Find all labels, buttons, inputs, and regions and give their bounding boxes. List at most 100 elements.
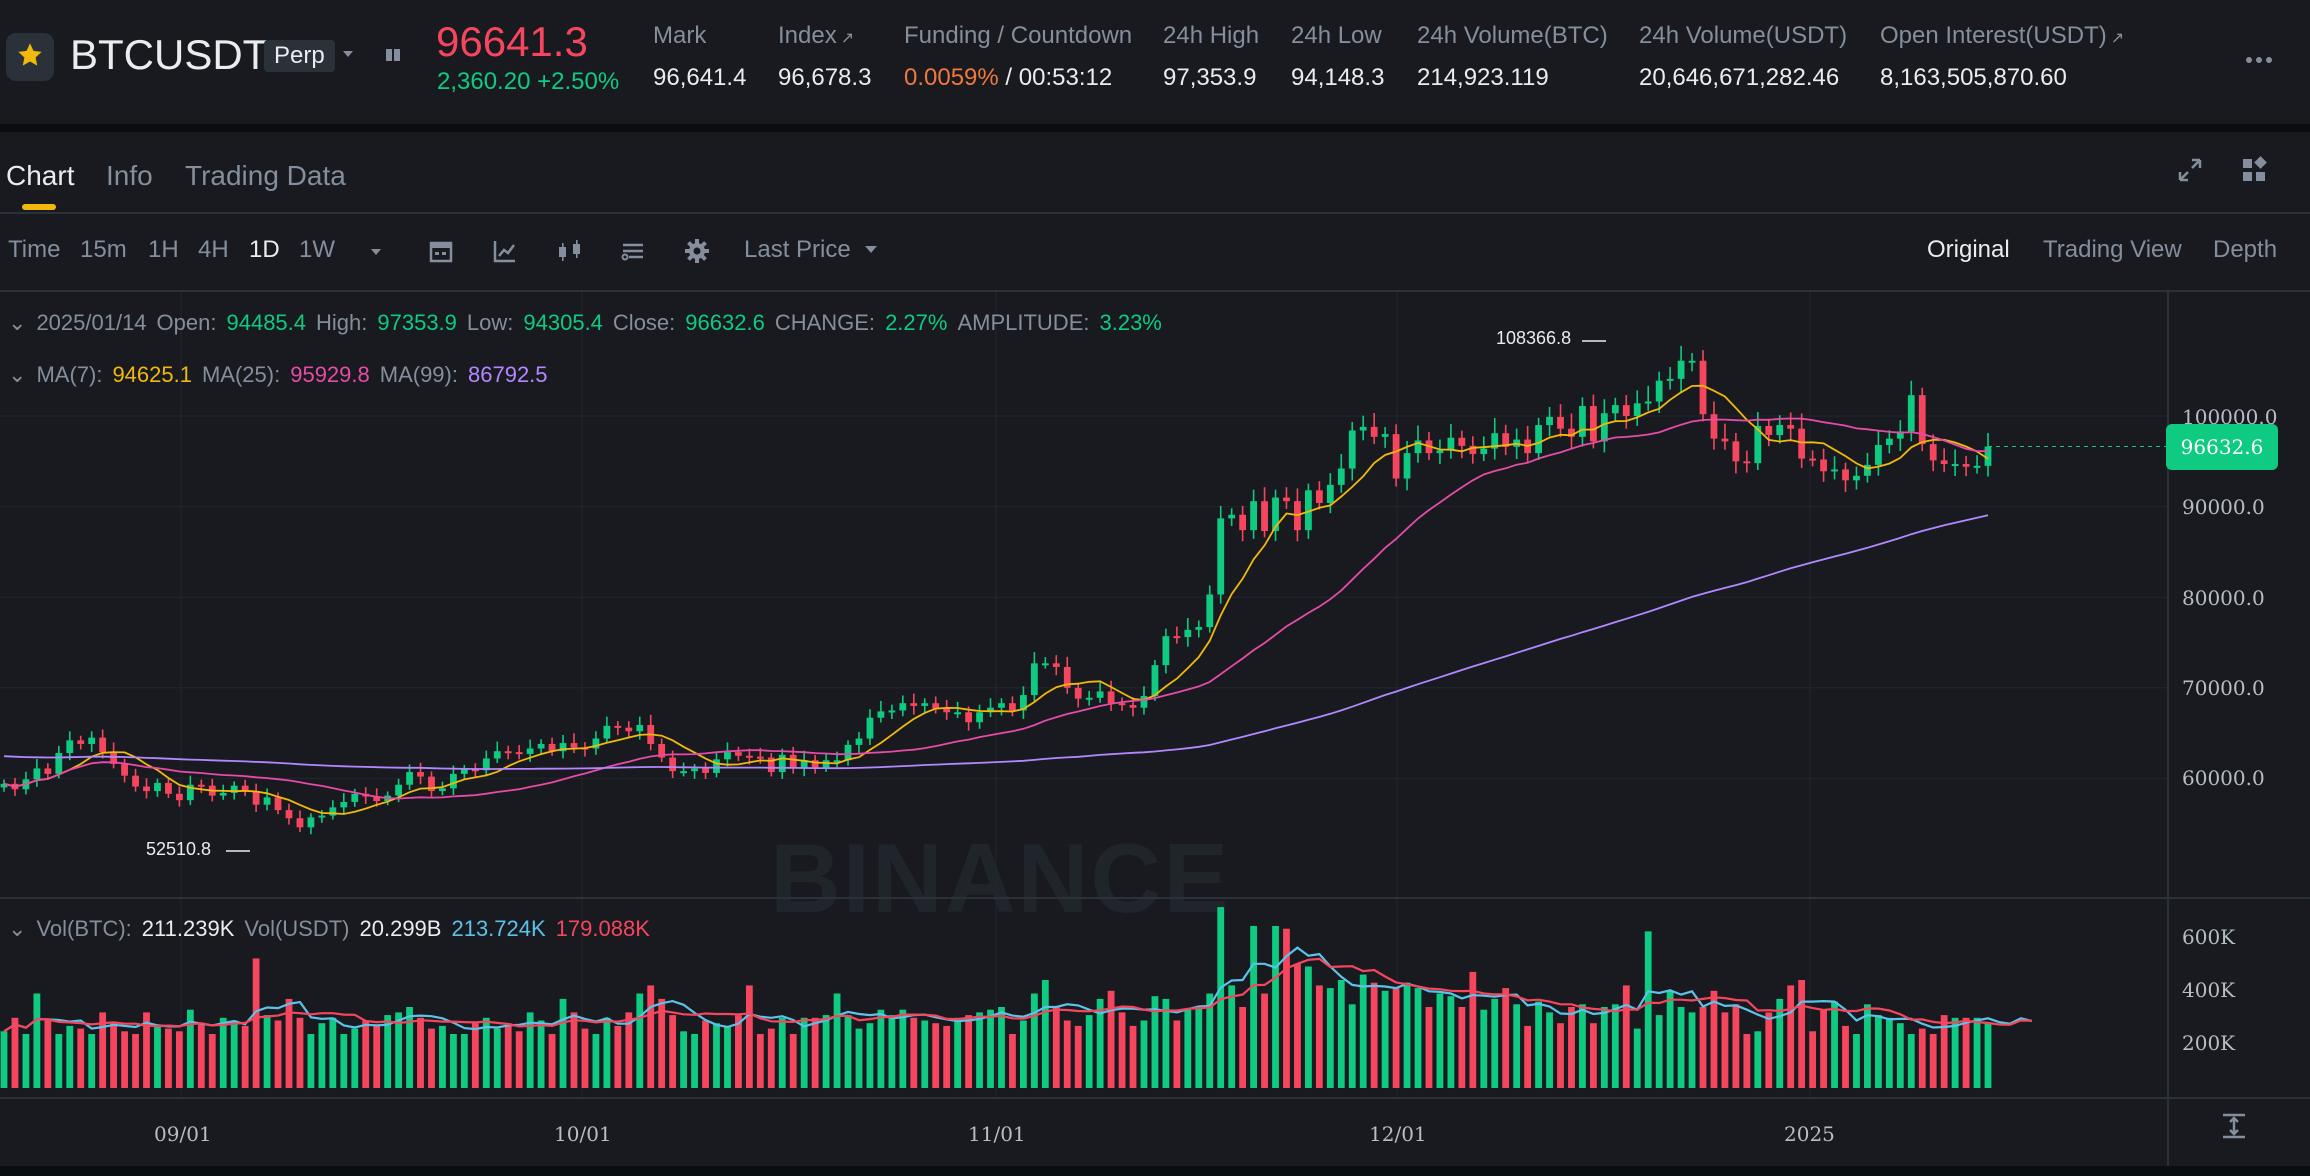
volume-bar: [987, 1009, 994, 1088]
candle-body: [1984, 446, 1992, 466]
stat-24h-volume-btc: 24h Volume(BTC) 214,923.119: [1417, 22, 1608, 92]
volume-bar: [1864, 1004, 1871, 1088]
candle-body: [1973, 465, 1981, 468]
fullscreen-icon[interactable]: [2176, 156, 2204, 189]
stat-label: 24h High: [1163, 22, 1260, 49]
chart-area[interactable]: BINANCE ⌄ 2025/01/14 Open: 94485.4 High: 9735…: [0, 292, 2310, 1172]
candle-body: [1557, 416, 1564, 429]
candle-body: [811, 760, 819, 768]
volume-bar: [11, 1017, 19, 1088]
ma7-line: [3, 384, 1989, 815]
volume-bar: [1359, 974, 1367, 1088]
candle-body: [1348, 430, 1356, 469]
candle-body: [1820, 459, 1827, 472]
fit-chart-icon[interactable]: [2220, 1112, 2248, 1145]
time-axis-label: 10/01: [554, 1122, 612, 1146]
candle-body: [1414, 440, 1422, 454]
candle-body: [219, 792, 227, 796]
candle-body: [1699, 360, 1707, 415]
volume-bar: [1951, 1017, 1959, 1088]
candle-body: [1677, 360, 1685, 379]
stat-funding[interactable]: Funding / Countdown 0.0059% / 00:53:12: [904, 22, 1132, 92]
candle-body: [943, 708, 951, 713]
volume-bar: [373, 1025, 381, 1088]
volume-bar: [1326, 988, 1334, 1088]
volume-bar: [143, 1012, 150, 1088]
indicators-icon[interactable]: [492, 238, 518, 269]
volume-bar: [1107, 990, 1115, 1088]
chart-settings-toggle-icon[interactable]: [620, 238, 646, 269]
volume-bar: [1579, 1004, 1586, 1088]
symbol-dropdown-caret-icon[interactable]: [340, 46, 356, 67]
collapse-icon[interactable]: ⌄: [8, 916, 27, 941]
volume-bar: [1315, 985, 1323, 1088]
more-options-icon[interactable]: [2244, 52, 2274, 70]
symbol-name[interactable]: BTCUSDT: [70, 31, 269, 78]
price-chart[interactable]: [0, 292, 2310, 1172]
interval-more-caret-icon[interactable]: [368, 244, 384, 265]
candle-body: [1151, 665, 1159, 696]
volume-bar: [614, 1025, 622, 1088]
gear-icon[interactable]: [684, 238, 710, 269]
tab-info[interactable]: Info: [106, 160, 153, 191]
candle-body: [800, 760, 808, 769]
interval-15m[interactable]: 15m: [80, 236, 127, 263]
candle-body: [154, 782, 161, 792]
stat-open-interest[interactable]: Open Interest(USDT) ↗ 8,163,505,870.60: [1880, 22, 2124, 92]
volume-bar: [121, 1031, 128, 1088]
candle-body: [789, 754, 797, 769]
candle-style-icon[interactable]: [556, 238, 584, 269]
candle-body: [318, 815, 326, 818]
interval-4h[interactable]: 4H: [198, 236, 229, 263]
layout-grid-icon[interactable]: [2240, 156, 2268, 189]
collapse-icon[interactable]: ⌄: [8, 362, 27, 387]
volume-bar: [1546, 1012, 1553, 1088]
volume-bar: [1765, 1012, 1773, 1088]
interval-time[interactable]: Time: [8, 236, 61, 263]
volume-bar: [318, 1023, 326, 1088]
volume-bar: [1173, 1020, 1181, 1088]
volume-bar: [691, 1034, 698, 1088]
volume-bar: [625, 1012, 633, 1088]
candle-body: [121, 763, 128, 776]
candle-body: [1195, 627, 1203, 630]
candle-body: [1206, 594, 1214, 628]
interval-1w[interactable]: 1W: [299, 236, 335, 263]
volume-bar: [1732, 1004, 1740, 1088]
stat-mark[interactable]: Mark 96,641.4: [653, 22, 746, 92]
view-original[interactable]: Original: [1927, 236, 2010, 263]
volume-bar: [1118, 1012, 1126, 1088]
volume-bar: [1710, 990, 1718, 1088]
favorite-button[interactable]: [6, 33, 54, 81]
tab-trading-data[interactable]: Trading Data: [185, 160, 346, 191]
view-trading-view[interactable]: Trading View: [2043, 236, 2182, 263]
candle-body: [1962, 464, 1970, 467]
tab-chart[interactable]: Chart: [6, 160, 75, 191]
candle-body: [1315, 490, 1323, 503]
interval-1h[interactable]: 1H: [148, 236, 179, 263]
volume-bar: [1436, 993, 1444, 1088]
interval-1d[interactable]: 1D: [249, 236, 280, 263]
candle-body: [680, 771, 688, 774]
volume-bar: [1009, 1034, 1016, 1088]
calendar-icon[interactable]: [428, 238, 454, 269]
candle-body: [263, 797, 271, 805]
candle-body: [1765, 425, 1773, 436]
volume-bar: [1030, 993, 1038, 1088]
candle-body: [1655, 380, 1663, 402]
collapse-icon[interactable]: ⌄: [8, 310, 27, 335]
volume-bar: [197, 1023, 205, 1088]
book-icon[interactable]: [384, 46, 402, 69]
candle-body: [1085, 697, 1093, 700]
candle-body: [373, 796, 381, 802]
volume-bar: [1041, 980, 1049, 1088]
price-type-selector[interactable]: Last Price: [744, 236, 879, 264]
volume-ma1-line: [3, 946, 2033, 1033]
volume-bar: [1502, 988, 1510, 1088]
candle-body: [439, 788, 446, 792]
volume-bar: [1896, 1023, 1904, 1088]
candle-body: [921, 703, 929, 706]
volume-bar: [811, 1017, 819, 1088]
stat-index[interactable]: Index ↗ 96,678.3: [778, 22, 871, 92]
view-depth[interactable]: Depth: [2213, 236, 2278, 263]
